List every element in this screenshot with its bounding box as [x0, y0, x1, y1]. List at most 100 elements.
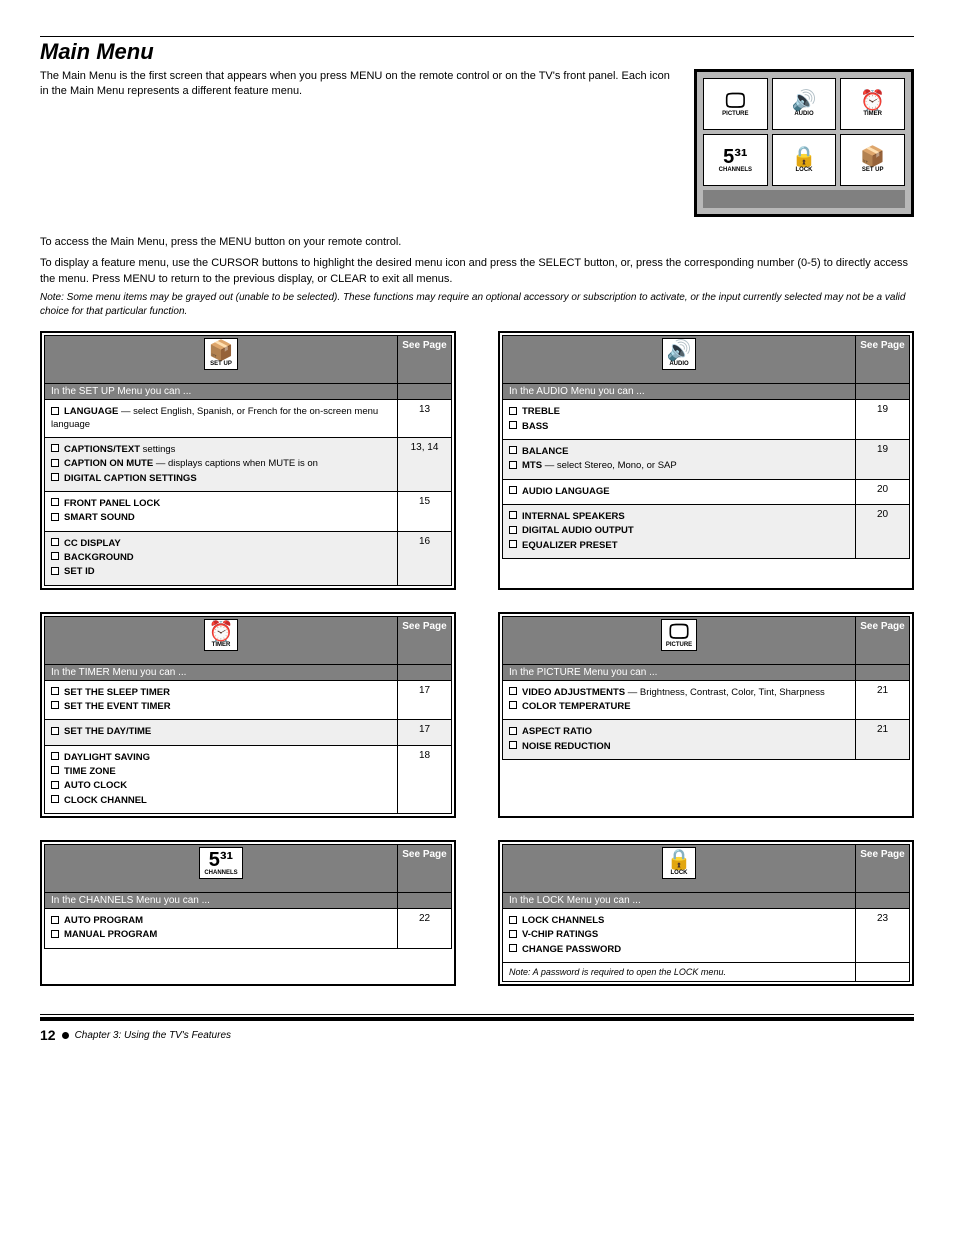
bullet-square-icon [509, 421, 517, 429]
setup-row-3: CC DISPLAYBACKGROUNDSET ID [45, 531, 398, 585]
bullet-square-icon [51, 567, 59, 575]
list-item: FRONT PANEL LOCK [51, 498, 391, 510]
list-item: NOISE REDUCTION [509, 741, 849, 753]
bullet-square-icon [51, 444, 59, 452]
list-item: BASS [509, 421, 849, 433]
setup-table: 📦SET UPSee PageIn the SET UP Menu you ca… [40, 331, 456, 589]
bullet-square-icon [51, 795, 59, 803]
mm-audio: 🔊AUDIO [772, 78, 837, 130]
list-item: V-CHIP RATINGS [509, 929, 849, 941]
bullet-square-icon [509, 511, 517, 519]
setup-row-1: CAPTIONS/TEXT settings CAPTION ON MUTE — … [45, 437, 398, 491]
list-item: CC DISPLAY [51, 538, 391, 550]
picture-table: 🖵PICTURESee PageIn the PICTURE Menu you … [498, 612, 914, 818]
bullet-square-icon [51, 513, 59, 521]
bullet-square-icon [509, 486, 517, 494]
lock-header-icon: 🔒LOCK [503, 845, 856, 893]
picture-icon: 🖵 [726, 91, 745, 111]
bullet-square-icon [509, 930, 517, 938]
bullet-square-icon [509, 407, 517, 415]
bullet-square-icon [51, 538, 59, 546]
list-item: LOCK CHANNELS [509, 915, 849, 927]
lock-question: In the LOCK Menu you can ... [503, 893, 856, 909]
section-title: Main Menu [40, 39, 914, 65]
list-item: DIGITAL AUDIO OUTPUT [509, 525, 849, 537]
channels-icon: 5³¹ [723, 147, 747, 167]
mid-line1: To access the Main Menu, press the MENU … [40, 235, 914, 250]
timer-icon: ⏰ [860, 91, 885, 111]
setup-row-0: LANGUAGE — select English, Spanish, or F… [45, 400, 398, 438]
picture-page-0: 21 [856, 680, 910, 720]
list-item: CAPTIONS/TEXT settings [51, 444, 391, 456]
bullet-square-icon [51, 687, 59, 695]
bullet-square-icon [509, 687, 517, 695]
bullet-square-icon [509, 526, 517, 534]
page-number: 12 [40, 1027, 56, 1043]
audio-question: In the AUDIO Menu you can ... [503, 384, 856, 400]
bullet-square-icon [51, 459, 59, 467]
setup-question: In the SET UP Menu you can ... [45, 384, 398, 400]
footer-rule-thin [40, 1014, 914, 1015]
intro-row: The Main Menu is the first screen that a… [40, 69, 914, 217]
bullet-square-icon [51, 473, 59, 481]
bullet-square-icon [509, 446, 517, 454]
channels-row-0: AUTO PROGRAMMANUAL PROGRAM [45, 909, 398, 949]
list-item: CHANGE PASSWORD [509, 944, 849, 956]
list-item: VIDEO ADJUSTMENTS — Brightness, Contrast… [509, 687, 849, 699]
lock-page-0: 23 [856, 909, 910, 963]
lock-table: 🔒LOCKSee PageIn the LOCK Menu you can ..… [498, 840, 914, 986]
bullet-square-icon [51, 916, 59, 924]
mid-text: To access the Main Menu, press the MENU … [40, 235, 914, 319]
audio-row-0: TREBLEBASS [503, 400, 856, 440]
list-item: ASPECT RATIO [509, 726, 849, 738]
bullet-icon [62, 1032, 69, 1039]
timer-row-0: SET THE SLEEP TIMERSET THE EVENT TIMER [45, 680, 398, 720]
setup-header-page: See Page [398, 336, 452, 384]
lock-header-page: See Page [856, 845, 910, 893]
bullet-square-icon [51, 766, 59, 774]
setup-icon: 📦 [860, 147, 885, 167]
bullet-square-icon [51, 498, 59, 506]
timer-page-2: 18 [398, 745, 452, 813]
audio-row-2: AUDIO LANGUAGE [503, 479, 856, 504]
setup-row-2: FRONT PANEL LOCK SMART SOUND [45, 491, 398, 531]
audio-page-1: 19 [856, 439, 910, 479]
list-item: BACKGROUND [51, 552, 391, 564]
audio-icon: 🔊 [792, 91, 817, 111]
bullet-square-icon [509, 916, 517, 924]
list-item: MTS — select Stereo, Mono, or SAP [509, 460, 849, 472]
footer-text: Chapter 3: Using the TV's Features [75, 1030, 231, 1041]
audio-row-1: BALANCE MTS — select Stereo, Mono, or SAP [503, 439, 856, 479]
picture-page-1: 21 [856, 720, 910, 760]
lock-extra: Note: A password is required to open the… [503, 963, 856, 982]
setup-page-3: 16 [398, 531, 452, 585]
channels-question: In the CHANNELS Menu you can ... [45, 893, 398, 909]
bullet-square-icon [509, 701, 517, 709]
bullet-square-icon [509, 461, 517, 469]
bullet-square-icon [51, 930, 59, 938]
mm-lock: 🔒LOCK [772, 134, 837, 186]
channels-table: 5³¹CHANNELSSee PageIn the CHANNELS Menu … [40, 840, 456, 986]
list-item: BALANCE [509, 446, 849, 458]
intro-text: The Main Menu is the first screen that a… [40, 69, 674, 100]
bullet-square-icon [509, 944, 517, 952]
list-item: CAPTION ON MUTE — displays captions when… [51, 458, 391, 470]
channels-header-page: See Page [398, 845, 452, 893]
setup-page-1: 13, 14 [398, 437, 452, 491]
bullet-square-icon [509, 741, 517, 749]
lock-row-0: LOCK CHANNELS V-CHIP RATINGS CHANGE PASSWO… [503, 909, 856, 963]
list-item: SMART SOUND [51, 512, 391, 524]
timer-header-page: See Page [398, 616, 452, 664]
list-item: AUTO PROGRAM [51, 915, 391, 927]
bullet-square-icon [51, 752, 59, 760]
bullet-square-icon [51, 781, 59, 789]
list-item: SET THE DAY/TIME [51, 726, 391, 738]
mm-setup: 📦SET UP [840, 134, 905, 186]
bullet-square-icon [51, 701, 59, 709]
list-item: COLOR TEMPERATURE [509, 701, 849, 713]
audio-table: 🔊AUDIOSee PageIn the AUDIO Menu you can … [498, 331, 914, 589]
mm-channels: 5³¹CHANNELS [703, 134, 768, 186]
audio-header-icon: 🔊AUDIO [503, 336, 856, 384]
timer-question: In the TIMER Menu you can ... [45, 664, 398, 680]
picture-question: In the PICTURE Menu you can ... [503, 664, 856, 680]
